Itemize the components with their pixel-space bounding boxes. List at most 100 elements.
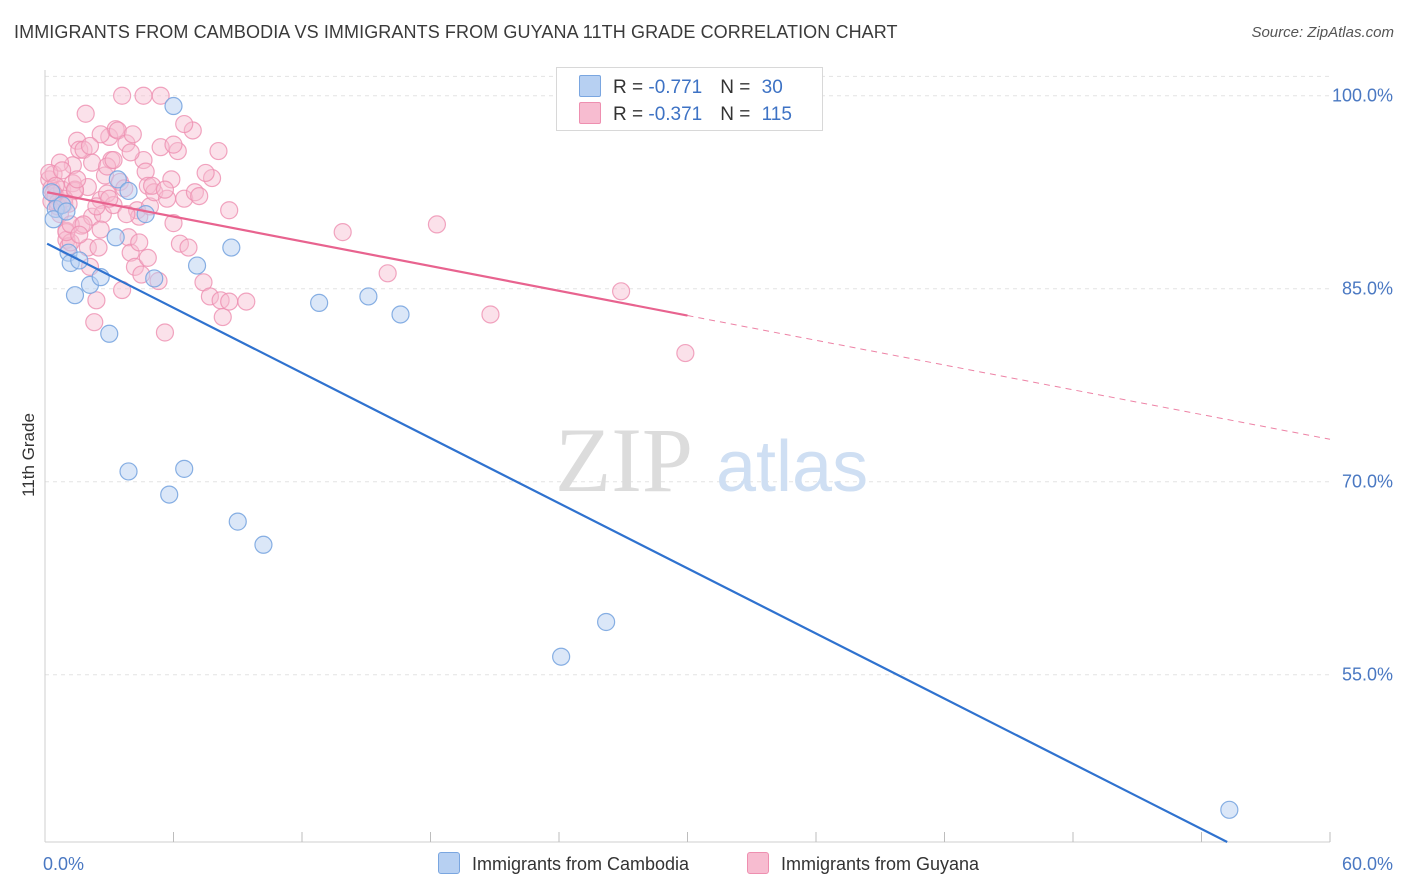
legend-row-guyana: R = -0.371 N = 115	[579, 102, 792, 126]
guyana-point	[117, 205, 136, 224]
x-tick-label: 0.0%	[43, 854, 84, 874]
cambodia-point	[57, 202, 76, 221]
guyana-point	[121, 143, 140, 162]
cambodia-point	[1220, 800, 1239, 819]
guyana-point	[190, 186, 209, 206]
cambodia-point	[160, 485, 179, 504]
guyana-point	[138, 248, 157, 267]
cambodia-point	[108, 170, 127, 189]
legend-n-label: N =	[720, 77, 756, 98]
gridlines	[45, 75, 1330, 676]
guyana-point	[196, 163, 215, 183]
guyana-point	[123, 125, 142, 144]
guyana-point	[78, 238, 97, 257]
guyana-swatch-icon	[747, 852, 769, 874]
legend-row-cambodia: R = -0.771 N = 30	[579, 75, 783, 99]
guyana-point	[427, 215, 447, 234]
chart-title: IMMIGRANTS FROM CAMBODIA VS IMMIGRANTS F…	[14, 22, 898, 42]
guyana-point	[85, 313, 104, 332]
source-credit: Source: ZipAtlas.com	[1251, 24, 1394, 41]
bottom-legend-label: Immigrants from Cambodia	[472, 854, 690, 874]
trend-lines	[46, 191, 1331, 843]
bottom-legend-guyana: Immigrants from Guyana	[747, 852, 979, 875]
cambodia-point	[228, 512, 247, 531]
bottom-legend-cambodia: Immigrants from Cambodia	[438, 852, 689, 875]
guyana-trend-extension	[687, 315, 1331, 440]
y-tick-label: 55.0%	[1342, 665, 1393, 685]
cambodia-point	[119, 181, 138, 201]
guyana-point	[151, 86, 170, 105]
guyana-point	[91, 220, 110, 239]
watermark-atlas: atlas	[716, 427, 868, 507]
cambodia-point	[145, 269, 164, 288]
guyana-point	[612, 282, 631, 301]
guyana-point	[164, 135, 183, 154]
guyana-point	[378, 264, 397, 283]
guyana-point	[91, 125, 110, 144]
cambodia-points	[42, 96, 1239, 819]
guyana-point	[333, 223, 352, 242]
guyana-trend-line	[46, 191, 688, 317]
watermark-zip: ZIP	[555, 409, 693, 511]
guyana-point	[76, 104, 95, 123]
guyana-swatch-icon	[579, 102, 601, 124]
cambodia-point	[359, 287, 378, 306]
guyana-point	[70, 140, 89, 159]
legend-r-value: -0.371	[648, 104, 703, 125]
y-tick-label: 70.0%	[1342, 472, 1393, 492]
guyana-point	[200, 287, 220, 306]
guyana-point	[220, 201, 239, 220]
cambodia-swatch-icon	[579, 75, 601, 97]
cambodia-point	[65, 286, 85, 305]
cambodia-trend-line	[46, 242, 1228, 843]
guyana-point	[134, 86, 153, 105]
cambodia-point	[119, 462, 138, 481]
x-tick-label: 60.0%	[1342, 854, 1393, 874]
guyana-point	[53, 161, 72, 180]
guyana-point	[68, 170, 87, 189]
guyana-point	[80, 136, 100, 156]
guyana-point	[179, 238, 198, 257]
cambodia-point	[136, 205, 155, 224]
y-axis-label: 11th Grade	[19, 413, 38, 497]
cambodia-point	[391, 305, 410, 324]
bottom-legend-label: Immigrants from Guyana	[781, 854, 980, 874]
legend-n-label: N =	[720, 104, 756, 125]
guyana-point	[104, 150, 123, 170]
guyana-point	[676, 343, 695, 363]
stats-legend: R = -0.771 N = 30 R = -0.371 N = 115	[556, 67, 823, 131]
legend-r-value: -0.771	[648, 77, 703, 98]
cambodia-point	[187, 256, 207, 275]
cambodia-point	[222, 238, 241, 257]
y-tick-label: 100.0%	[1332, 86, 1393, 106]
guyana-point	[209, 141, 228, 161]
guyana-point	[220, 292, 239, 311]
legend-n-value: 115	[761, 104, 792, 125]
guyana-point	[70, 225, 89, 244]
legend-r-label: R =	[613, 104, 649, 125]
cambodia-point	[164, 96, 183, 116]
guyana-point	[89, 238, 108, 257]
guyana-point	[175, 189, 194, 208]
cambodia-point	[100, 324, 119, 343]
guyana-point	[175, 114, 194, 134]
guyana-point	[481, 305, 500, 324]
cambodia-point	[175, 459, 194, 478]
cambodia-point	[310, 293, 329, 312]
y-tick-label: 85.0%	[1342, 279, 1393, 299]
guyana-point	[237, 292, 256, 311]
guyana-point	[162, 170, 181, 189]
cambodia-point	[106, 228, 125, 247]
guyana-point	[112, 86, 132, 105]
cambodia-point	[254, 535, 273, 554]
guyana-point	[108, 121, 127, 140]
guyana-point	[155, 180, 175, 199]
legend-r-label: R =	[613, 77, 649, 98]
guyana-point	[170, 234, 190, 253]
cambodia-point	[552, 647, 571, 666]
guyana-point	[87, 291, 106, 310]
guyana-point	[117, 134, 136, 153]
cambodia-swatch-icon	[438, 852, 460, 874]
tick-labels: 100.0% 85.0% 70.0% 55.0% 0.0% 60.0%	[43, 86, 1393, 874]
